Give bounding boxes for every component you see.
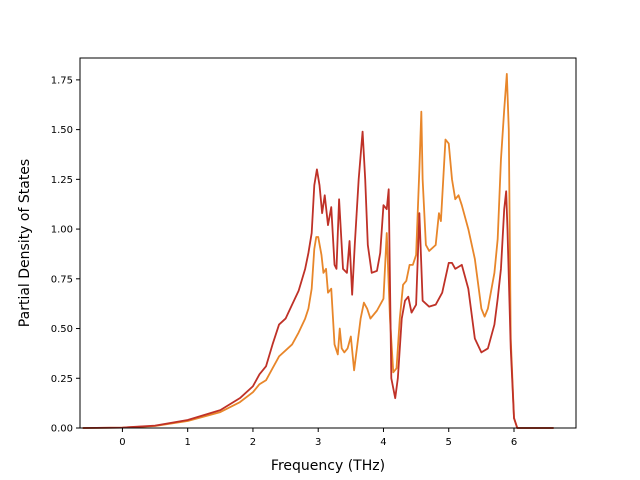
y-tick-label: 0.00	[51, 424, 73, 435]
x-tick-label: 6	[511, 437, 517, 448]
y-tick-label: 1.50	[51, 125, 73, 136]
y-tick-label: 1.00	[51, 225, 73, 236]
x-tick-label: 4	[380, 437, 386, 448]
plot-frame	[79, 57, 577, 429]
series-line-2	[82, 130, 555, 429]
x-tick-label: 0	[119, 437, 125, 448]
y-axis: 0.00 0.25 0.50 0.75 1.00 1.25 1.50 1.75	[51, 75, 80, 435]
plot-area	[80, 58, 576, 428]
x-axis: 0 1 2 3 4 5 6	[119, 428, 517, 448]
x-tick-label: 5	[446, 437, 452, 448]
x-tick-label: 1	[184, 437, 190, 448]
y-axis-title: Partial Density of States	[17, 159, 33, 327]
y-tick-label: 0.25	[51, 374, 73, 385]
x-axis-title: Frequency (THz)	[271, 458, 385, 474]
y-tick-label: 1.25	[51, 175, 73, 186]
y-tick-label: 0.75	[51, 274, 73, 285]
series-layer	[82, 73, 555, 429]
series-line-1	[82, 73, 555, 429]
x-tick-label: 2	[250, 437, 256, 448]
y-tick-label: 1.75	[51, 75, 73, 86]
y-tick-label: 0.50	[51, 324, 73, 335]
x-tick-label: 3	[315, 437, 321, 448]
